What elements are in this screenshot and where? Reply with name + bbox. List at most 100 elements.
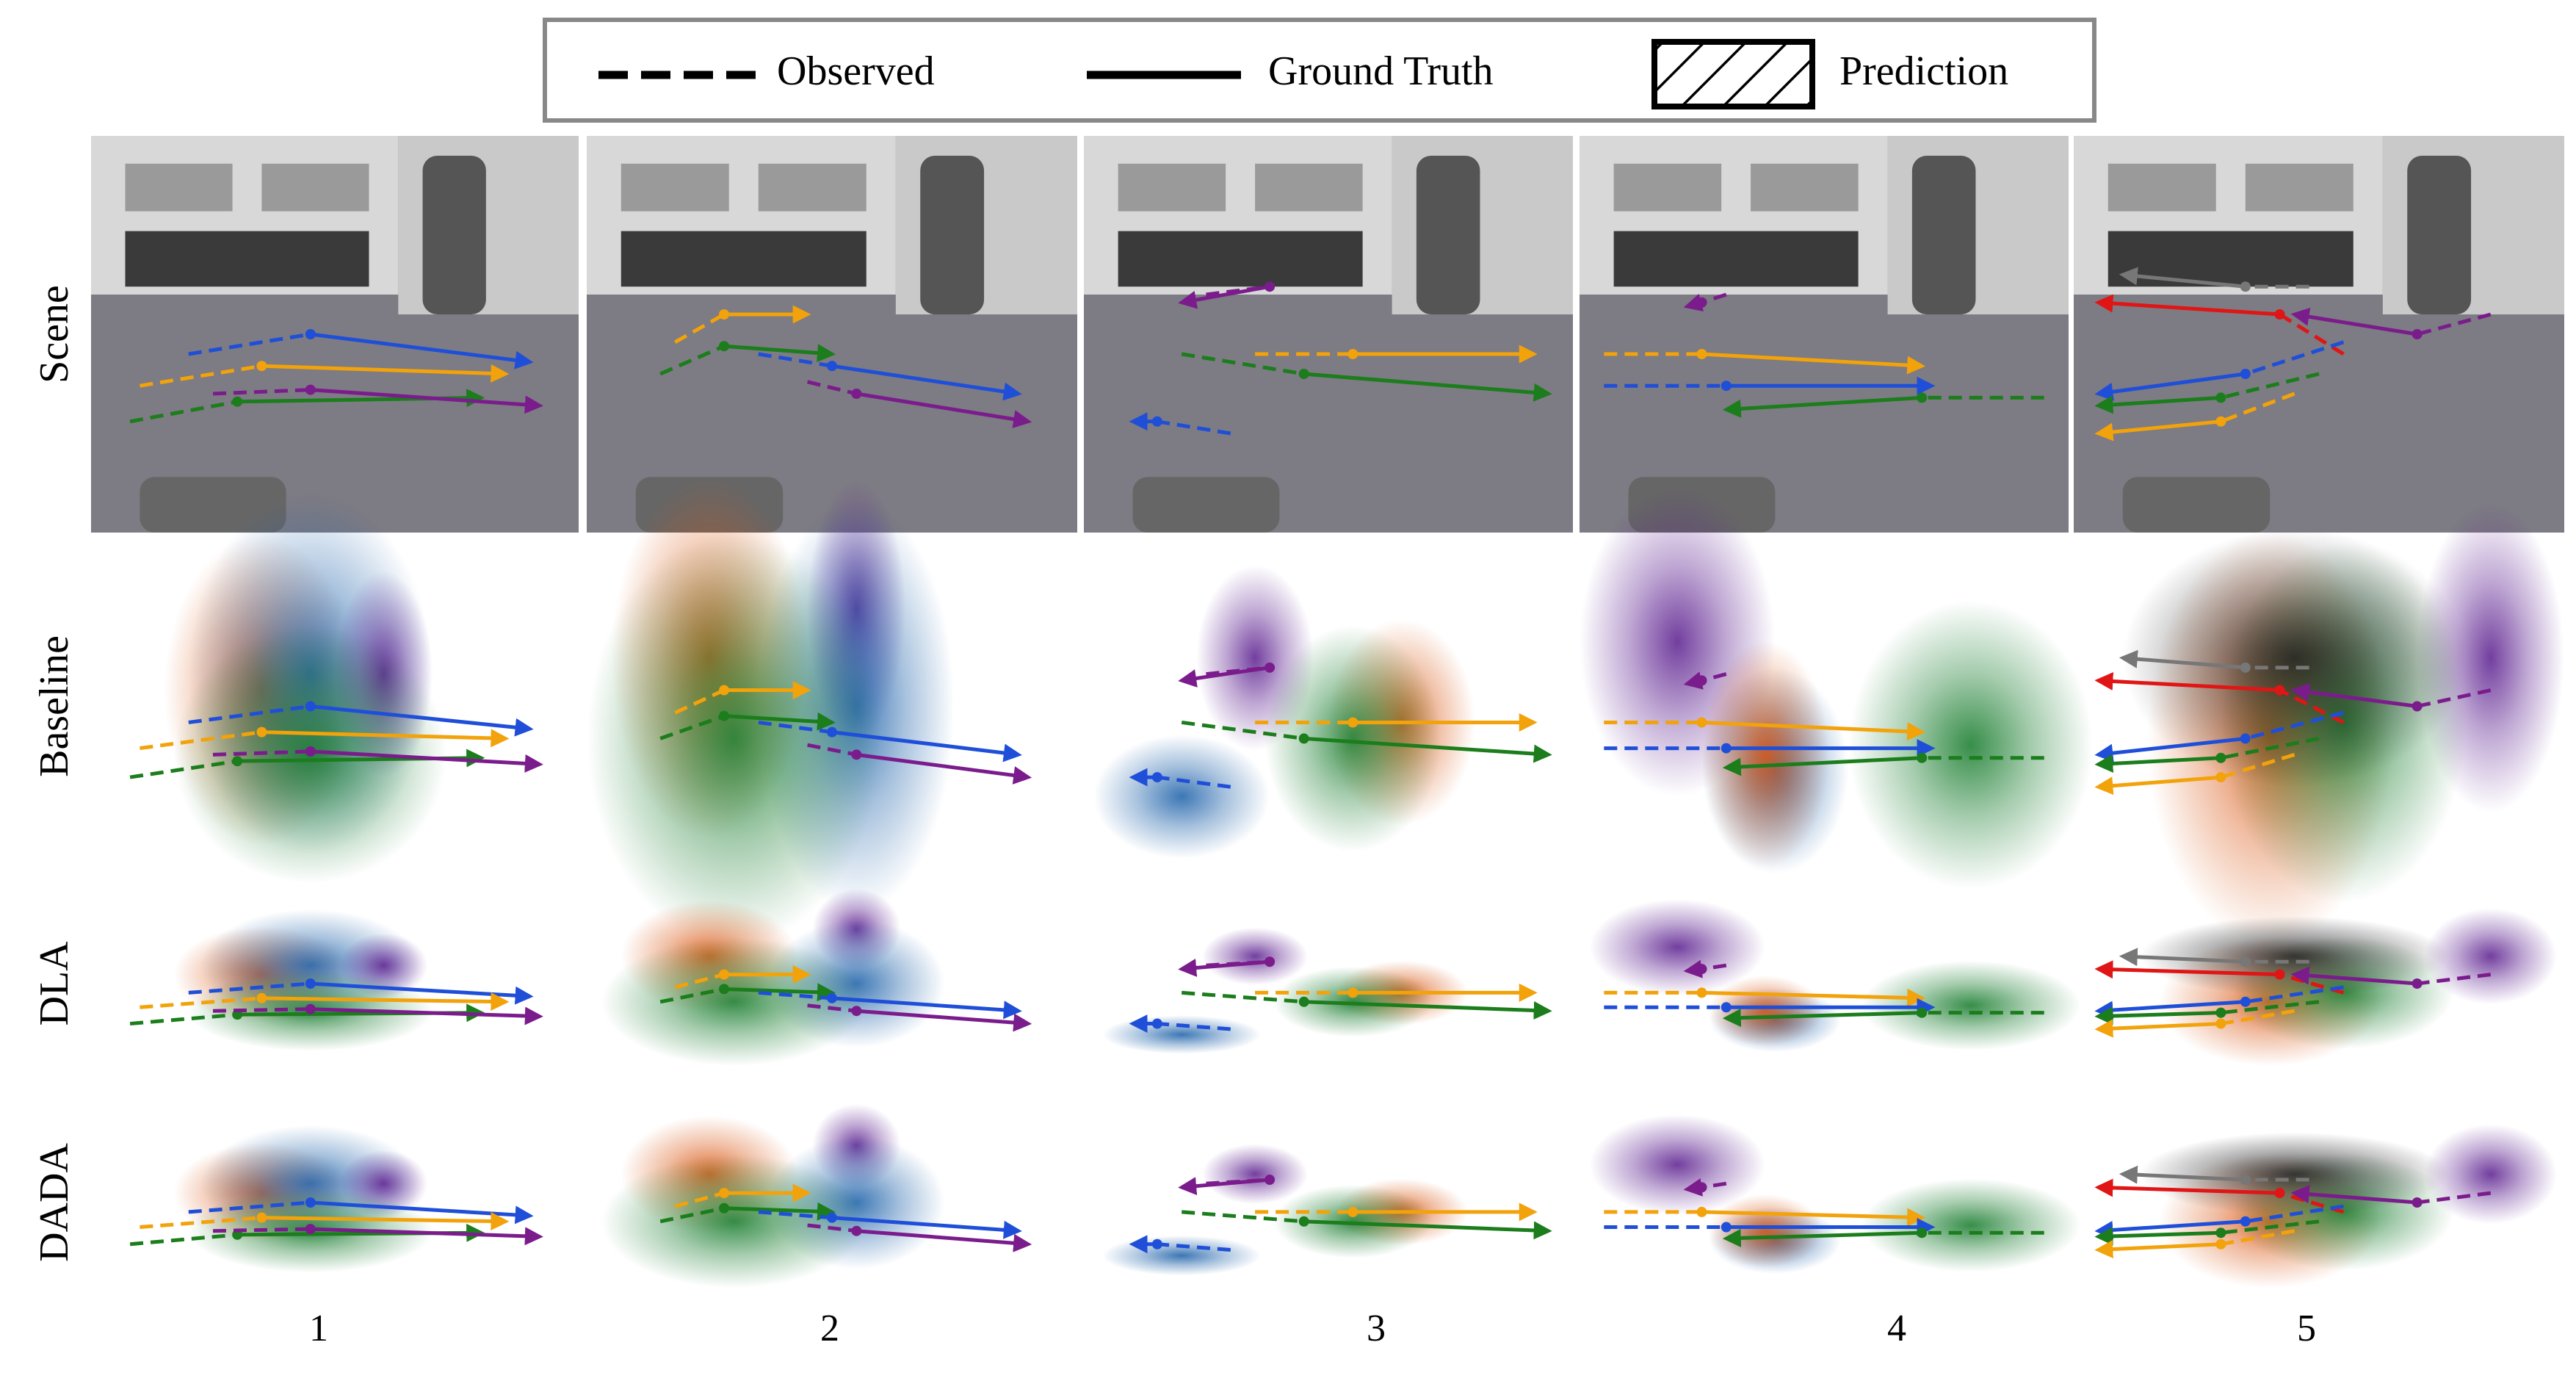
ground-truth-path [2094, 754, 2221, 773]
current-position [2215, 416, 2226, 427]
current-position [2412, 701, 2423, 712]
scene-door [621, 231, 866, 287]
current-position [305, 1197, 316, 1208]
current-position [719, 1202, 730, 1214]
ground-truth-path [2119, 1165, 2246, 1184]
density-blob [1860, 960, 2081, 1050]
current-position [851, 1006, 862, 1017]
observed-path [2220, 1229, 2295, 1247]
ground-truth-path [2290, 1185, 2417, 1205]
current-position [1298, 1216, 1309, 1227]
ground-truth-path [723, 983, 836, 1002]
observed-path [1157, 1242, 1231, 1252]
panel [1580, 486, 2094, 890]
current-position [851, 749, 862, 760]
panel [1580, 136, 2069, 533]
ground-truth-path [2094, 775, 2221, 796]
current-position [2215, 772, 2226, 783]
ground-truth-path [261, 1211, 510, 1230]
column-label: 4 [1887, 1308, 1906, 1349]
current-position [1721, 1002, 1732, 1013]
ground-truth-path [1303, 372, 1552, 402]
current-position [1298, 996, 1309, 1007]
observed-path [659, 1206, 725, 1224]
current-position [2240, 369, 2251, 379]
current-position [305, 1003, 316, 1014]
current-position [1917, 1227, 1928, 1238]
ground-truth-path [831, 364, 1022, 401]
current-position [2274, 1188, 2285, 1199]
ground-truth-path [2094, 1240, 2221, 1259]
current-position [305, 978, 316, 989]
legend-box [543, 18, 2096, 123]
panel [129, 909, 543, 1051]
panel [1589, 1114, 2081, 1274]
current-position [851, 389, 862, 399]
observed-path [659, 344, 726, 376]
current-position [1696, 987, 1707, 998]
current-position [2412, 1197, 2423, 1208]
current-position [256, 1212, 267, 1223]
scene-car [920, 156, 985, 314]
ground-truth-path [310, 704, 534, 737]
current-position [719, 1188, 730, 1199]
current-position [305, 701, 316, 712]
density-blob [1202, 927, 1309, 986]
ground-truth-path [831, 1216, 1022, 1239]
ground-truth-path [856, 1009, 1032, 1032]
current-position [719, 710, 730, 721]
observed-path [2245, 710, 2345, 740]
density-blob [1202, 1144, 1309, 1205]
current-position [719, 309, 730, 320]
panel [587, 136, 1077, 533]
row-label: Scene [32, 285, 77, 383]
current-position [1151, 1238, 1162, 1250]
observed-path [129, 400, 238, 424]
current-position [1347, 349, 1358, 359]
observed-path [2245, 985, 2344, 1004]
current-position [1696, 964, 1707, 975]
column-label: 2 [820, 1308, 839, 1349]
observed-path [129, 1233, 238, 1247]
panel [601, 1103, 1032, 1288]
observed-path [2245, 340, 2345, 376]
scene-car [422, 156, 486, 314]
observed-path [212, 1007, 311, 1013]
current-position [2240, 956, 2251, 967]
ground-truth-path [856, 392, 1032, 428]
ground-truth-path [2290, 682, 2417, 708]
current-position [1917, 392, 1928, 403]
panel [1102, 1144, 1552, 1276]
density-blob [1701, 641, 1829, 868]
current-position [1265, 281, 1276, 292]
row-label: DLA [32, 941, 77, 1026]
current-position [305, 1224, 316, 1235]
observed-path [758, 720, 833, 735]
density-blob [2140, 916, 2450, 997]
observed-path [758, 1210, 833, 1220]
scene-window [1613, 163, 1722, 212]
observed-path [212, 749, 311, 757]
density-blob [1093, 735, 1270, 859]
observed-path [129, 1012, 238, 1026]
current-position [2240, 662, 2251, 673]
panel [1589, 898, 2081, 1053]
scene-window [758, 163, 866, 212]
current-position [2215, 1238, 2226, 1250]
observed-path [674, 312, 726, 344]
current-position [719, 969, 730, 980]
density-blob [1848, 600, 2094, 890]
ground-truth-path [723, 712, 836, 731]
observed-path [807, 1223, 857, 1233]
current-position [1265, 956, 1276, 967]
legend-prediction-swatch [1651, 39, 1815, 109]
ground-truth-path [2290, 966, 2417, 986]
ground-truth-path [1722, 1009, 1922, 1028]
current-position [2215, 1227, 2226, 1238]
scene-door [125, 231, 369, 287]
column-label: 3 [1367, 1308, 1386, 1349]
observed-path [1157, 419, 1231, 436]
panel [1084, 136, 1573, 533]
observed-path [2220, 1009, 2295, 1026]
density-blob [1102, 1235, 1262, 1276]
